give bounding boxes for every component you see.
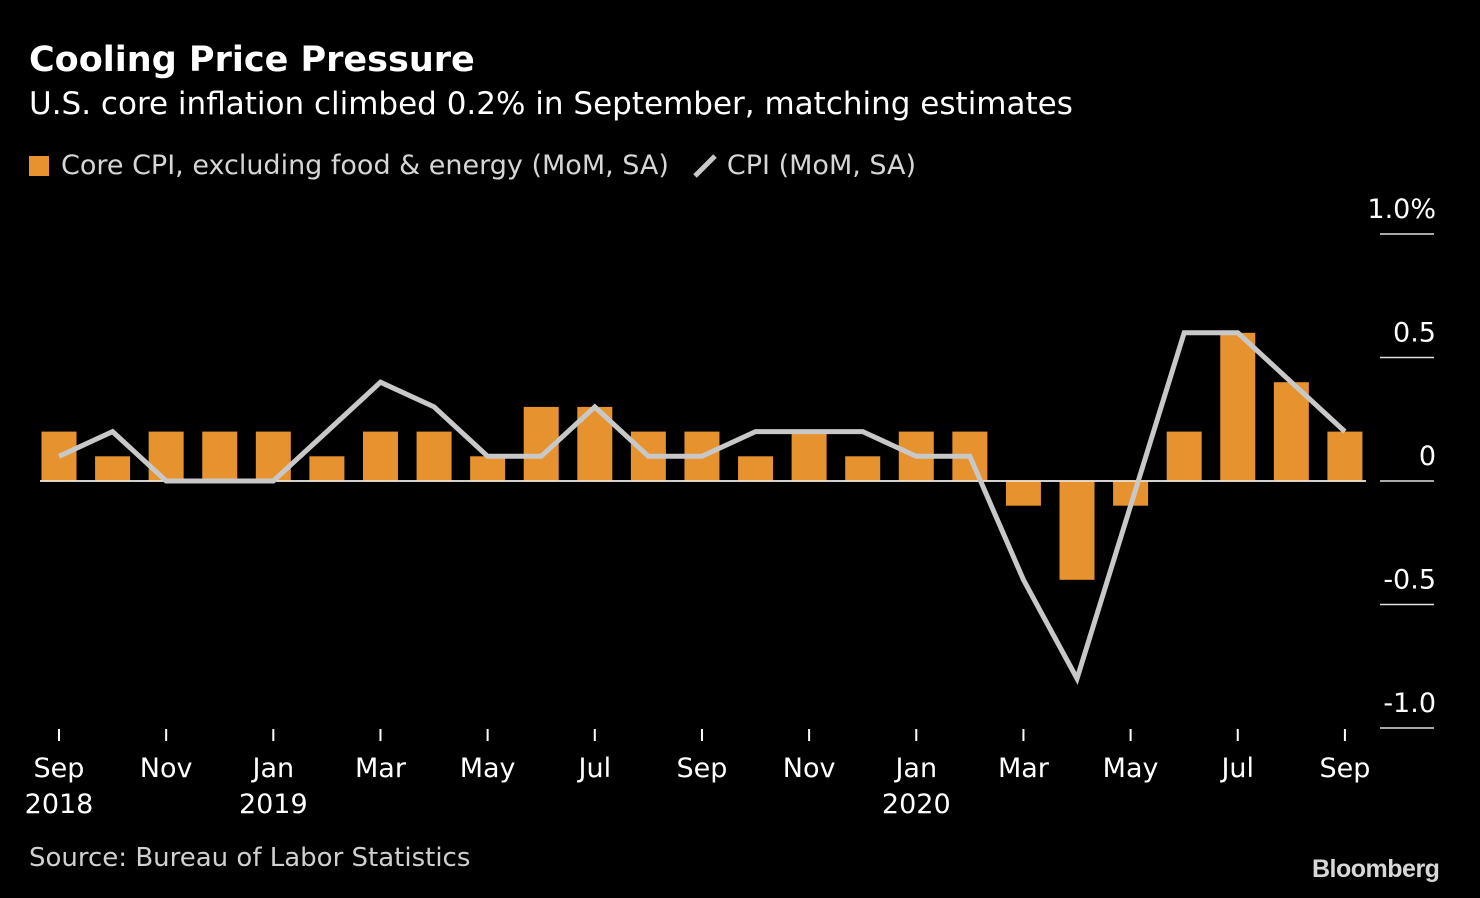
bar-core-cpi xyxy=(95,456,131,481)
bar-core-cpi xyxy=(1220,332,1256,481)
bar-core-cpi xyxy=(738,456,774,481)
x-tick-label-month: Sep xyxy=(1319,753,1370,784)
bar-core-cpi xyxy=(255,431,291,481)
bar-core-cpi xyxy=(202,431,238,481)
bar-core-cpi xyxy=(791,431,827,481)
bar-core-cpi xyxy=(845,456,881,481)
x-tick-label-month: Mar xyxy=(998,753,1050,784)
x-tick-label-year: 2020 xyxy=(882,789,951,820)
chart-title: Cooling Price Pressure xyxy=(29,40,475,80)
series-line-cpi xyxy=(57,330,1347,686)
x-tick-label-month: Mar xyxy=(355,753,407,784)
x-tick-label-month: Jan xyxy=(893,753,937,784)
x-tick-label-month: Sep xyxy=(677,753,728,784)
y-tick-label: -1.0 xyxy=(1383,688,1436,719)
x-tick-label-month: May xyxy=(1103,753,1159,784)
bloomberg-logo: Bloomberg xyxy=(1312,855,1440,883)
x-tick-label-month: Jul xyxy=(577,753,612,784)
chart-subtitle: U.S. core inflation climbed 0.2% in Sept… xyxy=(29,86,1073,122)
x-tick-label-year: 2018 xyxy=(25,789,94,820)
y-tick-label: -0.5 xyxy=(1383,565,1436,596)
x-tick-label-month: May xyxy=(460,753,516,784)
bar-core-cpi xyxy=(1166,431,1202,481)
source-note: Source: Bureau of Labor Statistics xyxy=(29,843,471,873)
bar-core-cpi xyxy=(1059,481,1095,580)
x-tick-label-month: Jan xyxy=(251,753,295,784)
bar-core-cpi xyxy=(1327,431,1363,481)
x-tick-label-month: Jul xyxy=(1219,753,1254,784)
y-tick-label: 1.0% xyxy=(1367,194,1436,225)
y-tick-label: 0 xyxy=(1419,441,1436,472)
legend-swatch-cpi xyxy=(693,153,717,178)
bar-core-cpi xyxy=(362,431,398,481)
legend-label-cpi: CPI (MoM, SA) xyxy=(726,150,917,181)
legend-swatch-core-cpi xyxy=(29,155,49,176)
bar-core-cpi xyxy=(309,456,345,481)
bar-core-cpi xyxy=(470,456,506,481)
y-tick-label: 0.5 xyxy=(1393,318,1436,349)
bar-core-cpi xyxy=(1273,382,1309,481)
x-tick-label-month: Nov xyxy=(783,753,836,784)
chart-legend: Core CPI, excluding food & energy (MoM, … xyxy=(29,150,916,181)
x-tick-label-month: Sep xyxy=(34,753,85,784)
bar-core-cpi xyxy=(1005,481,1041,506)
bar-core-cpi xyxy=(148,431,184,481)
bar-core-cpi xyxy=(416,431,452,481)
legend-label-core-cpi: Core CPI, excluding food & energy (MoM, … xyxy=(61,150,669,181)
x-tick-label-month: Nov xyxy=(140,753,193,784)
x-tick-label-year: 2019 xyxy=(239,789,308,820)
